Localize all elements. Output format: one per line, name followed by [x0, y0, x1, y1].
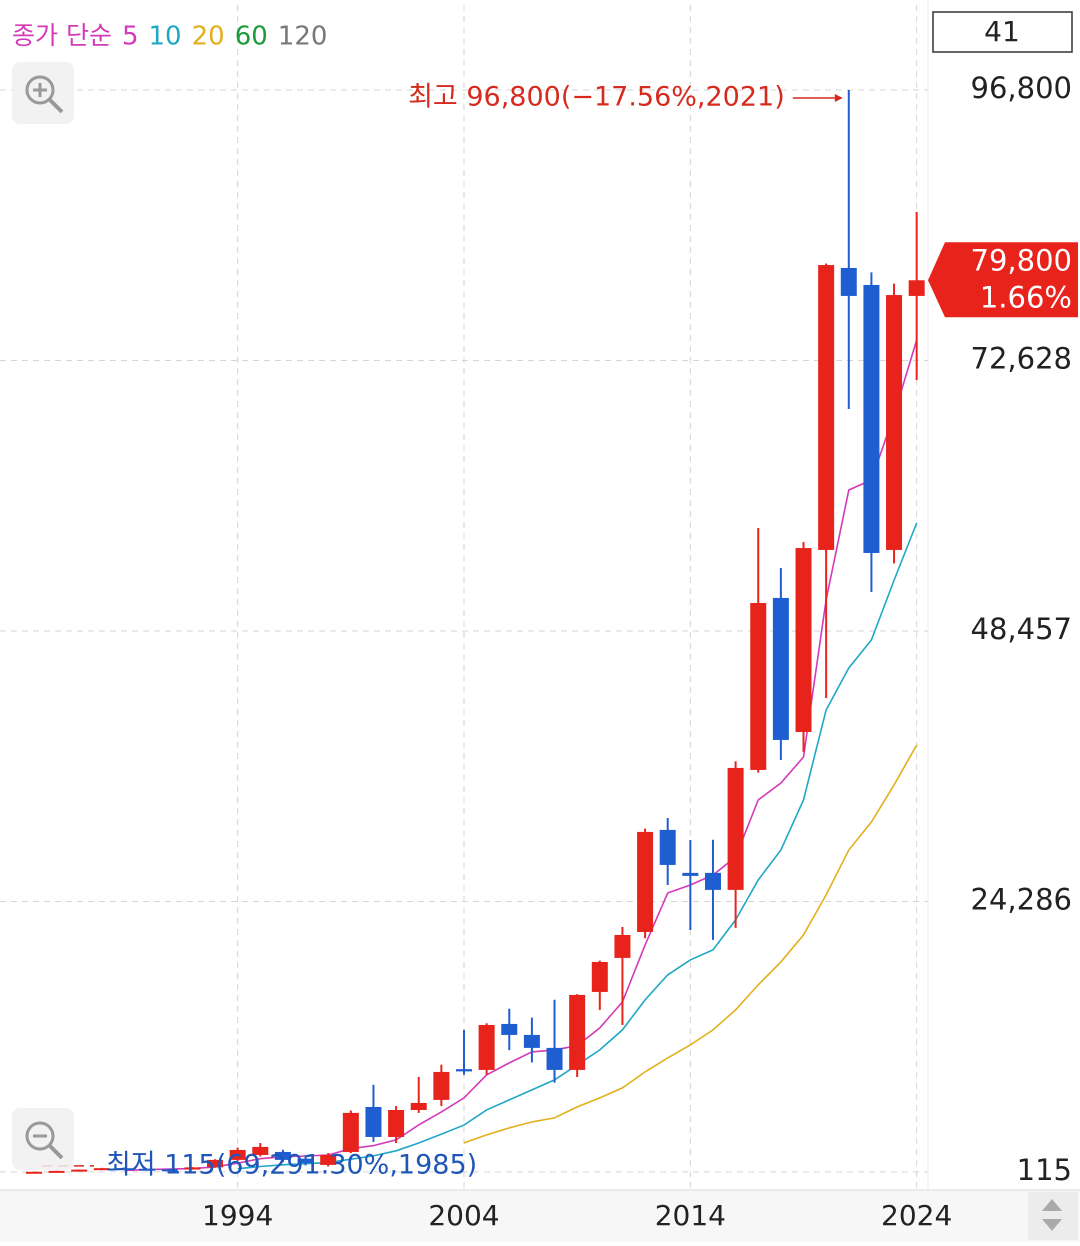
- labels: 115 24,286 48,457 72,628 96,800 1994 2004 2014 2…: [12, 21, 1078, 1232]
- candle-body: [116, 1168, 133, 1171]
- candle-body: [342, 1112, 359, 1152]
- candle-body: [523, 1034, 540, 1048]
- candle-body: [818, 265, 835, 550]
- candle-body: [908, 280, 925, 296]
- candle-body: [840, 267, 857, 296]
- candle-body: [569, 994, 586, 1070]
- candle-body: [365, 1106, 382, 1137]
- last-price-tag: [928, 242, 1078, 318]
- legend-entry: 120: [278, 22, 328, 52]
- moving-average-line: [124, 339, 918, 1172]
- candle-body: [614, 934, 631, 958]
- candle-body: [682, 872, 699, 876]
- period-box[interactable]: [932, 11, 1073, 53]
- x-tick-label: 2014: [655, 1199, 726, 1232]
- candle-body: [659, 829, 676, 865]
- scroll-down[interactable]: [1042, 1219, 1062, 1231]
- zoom-in-bg[interactable]: [12, 62, 74, 124]
- candle-body: [704, 872, 721, 890]
- candle-body: [750, 602, 767, 770]
- candle-body: [229, 1149, 246, 1160]
- zoom-out-bg[interactable]: [12, 1108, 74, 1170]
- zoom-icon[interactable]: [25, 75, 55, 105]
- candle-body: [591, 961, 608, 992]
- candle-body: [388, 1109, 405, 1137]
- candle-body: [320, 1154, 337, 1165]
- zoom-icon[interactable]: [25, 1121, 55, 1151]
- candle-body: [25, 1171, 42, 1174]
- candle-body: [772, 597, 789, 740]
- last-price-label: 79,800: [971, 243, 1072, 277]
- candle-body: [207, 1159, 224, 1168]
- legend-entry: 20: [192, 22, 225, 52]
- annotation-arrow-head: [834, 94, 843, 103]
- candle-body: [478, 1024, 495, 1070]
- grid: [0, 5, 928, 1190]
- scroll-bg[interactable]: [1028, 1192, 1078, 1240]
- legend-entry: 10: [149, 22, 182, 52]
- candle-body: [297, 1158, 314, 1164]
- y-tick-label: 48,457: [971, 612, 1072, 646]
- zoom-out[interactable]: [12, 1108, 74, 1170]
- candle-body: [863, 284, 880, 553]
- candle-body: [184, 1167, 201, 1170]
- candle-body: [274, 1151, 291, 1160]
- x-tick-label: 1994: [202, 1199, 273, 1232]
- scroll-control[interactable]: [1028, 1192, 1078, 1240]
- candle-body: [637, 831, 654, 932]
- x-tick-label: 2004: [428, 1199, 499, 1232]
- candle-body: [252, 1146, 269, 1155]
- high-annotation: 최고 96,800(−17.56%,2021): [408, 82, 785, 113]
- candle-body: [93, 1168, 110, 1171]
- candle-body: [501, 1023, 518, 1035]
- candle-body: [546, 1047, 563, 1070]
- candle-body: [727, 767, 744, 890]
- zoom-icon[interactable]: [48, 98, 64, 114]
- y-tick-label: 72,628: [971, 342, 1072, 376]
- period-count[interactable]: 41: [984, 15, 1020, 48]
- x-tick-label: 2024: [881, 1199, 952, 1232]
- zoom-icon[interactable]: [48, 1144, 64, 1160]
- scroll-up[interactable]: [1042, 1199, 1062, 1211]
- legend-entry: 60: [235, 22, 268, 52]
- y-tick-label: 24,286: [971, 882, 1072, 916]
- candle-body: [795, 548, 812, 733]
- zoom-in[interactable]: [12, 62, 74, 124]
- candle-body: [71, 1169, 88, 1172]
- moving-average-line: [463, 744, 918, 1144]
- candle-body: [48, 1170, 65, 1173]
- legend-entry: 5: [122, 22, 139, 52]
- y-tick-label: 115: [1017, 1153, 1072, 1187]
- candle-body: [161, 1169, 178, 1172]
- legend-title: 종가 단순: [12, 21, 112, 50]
- candle-body: [456, 1069, 472, 1072]
- candle-body: [433, 1071, 450, 1100]
- x-axis-strip: [0, 1190, 1080, 1242]
- candle-body: [410, 1102, 427, 1110]
- low-annotation: 최저 115(69,291.30%,1985): [106, 1149, 477, 1180]
- candles: [25, 90, 925, 1174]
- y-tick-label: 96,800: [971, 71, 1072, 105]
- candle-body: [886, 295, 903, 550]
- candle-body: [139, 1168, 156, 1171]
- last-change-label: 1.66%: [980, 280, 1072, 314]
